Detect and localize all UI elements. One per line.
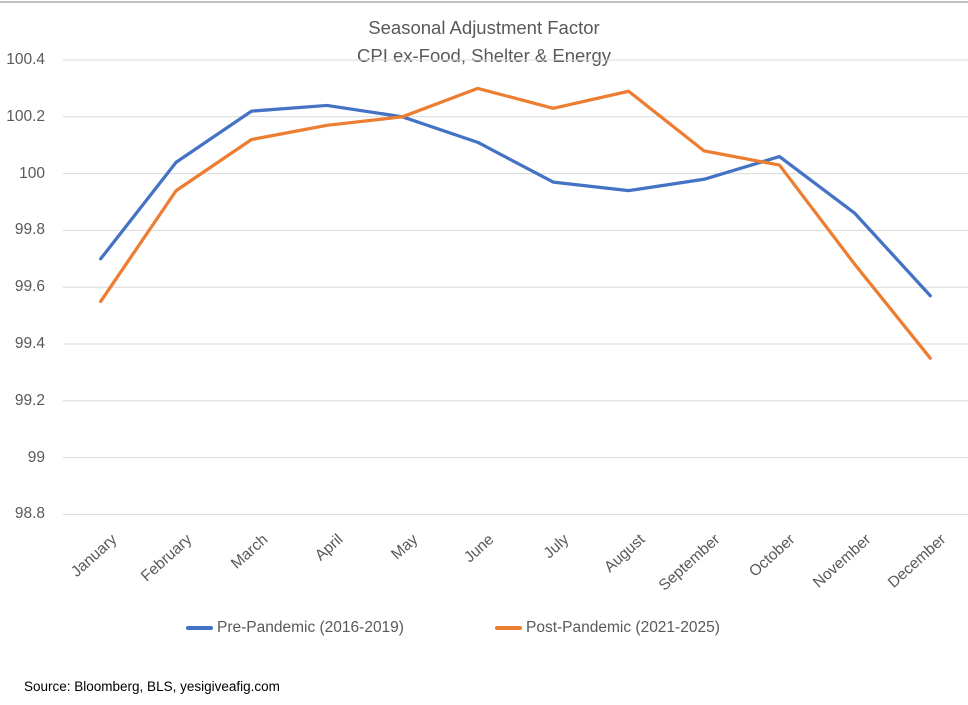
y-tick-label: 99.8 — [14, 221, 45, 239]
y-tick-label: 100.4 — [6, 51, 45, 68]
chart-title: Seasonal Adjustment Factor — [368, 17, 600, 38]
y-tick-label: 99 — [27, 448, 45, 466]
y-tick-label: 100 — [19, 164, 45, 182]
y-tick-label: 99.4 — [14, 335, 45, 352]
legend-item-pre-pandemic: Pre-Pandemic (2016-2019) — [186, 619, 404, 637]
legend-line-icon — [186, 626, 213, 630]
legend-label-post-pandemic: Post-Pandemic (2021-2025) — [526, 619, 720, 636]
series-line-post-pandemic — [99, 86, 932, 360]
series-line-pre-pandemic — [99, 103, 932, 298]
legend-item-post-pandemic: Post-Pandemic (2021-2025) — [495, 619, 720, 637]
y-tick-label: 99.2 — [14, 391, 45, 409]
legend-line-icon — [495, 626, 522, 630]
legend-label-pre-pandemic: Pre-Pandemic (2016-2019) — [217, 619, 404, 636]
y-tick-label: 98.8 — [14, 505, 45, 523]
chart-subtitle: CPI ex-Food, Shelter & Energy — [357, 45, 611, 66]
y-tick-label: 100.2 — [6, 107, 45, 125]
top-border-line — [0, 1, 968, 3]
y-tick-label: 99.6 — [14, 278, 45, 296]
source-note: Source: Bloomberg, BLS, yesigiveafig.com — [24, 679, 280, 694]
